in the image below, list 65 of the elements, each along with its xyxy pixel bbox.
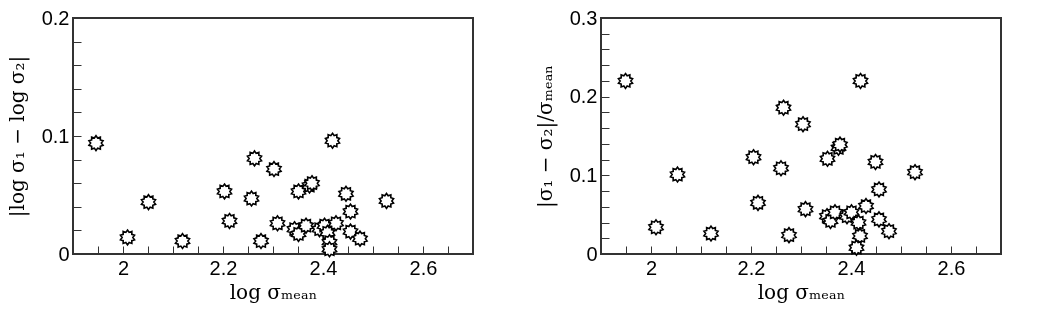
point (221, 212, 238, 230)
point (338, 185, 354, 203)
point (119, 229, 136, 246)
point (852, 227, 868, 245)
x-tick-label: 2.6 (409, 256, 438, 279)
x-tick-label: 2.6 (937, 256, 966, 279)
x-axis-title: log σₘₑₐₙ (229, 279, 318, 304)
point (328, 215, 344, 232)
x-tick-label: 2.2 (737, 256, 766, 279)
y-tick-label: 0.2 (569, 85, 598, 108)
y-axis-title: |log σ₁ − log σ₂| (4, 55, 30, 218)
point (832, 136, 848, 153)
point (881, 222, 897, 240)
x-axis-title: log σₘₑₐₙ (757, 279, 846, 304)
point (378, 192, 395, 210)
point (298, 217, 314, 234)
point (773, 160, 789, 177)
y-tick-label: 0 (586, 242, 598, 265)
point (617, 72, 634, 90)
point (745, 149, 762, 166)
point (174, 232, 191, 250)
point (321, 241, 338, 258)
point (352, 230, 368, 247)
point (703, 225, 719, 242)
point (269, 215, 286, 232)
point (342, 223, 359, 240)
point (827, 204, 843, 221)
point (852, 72, 869, 90)
point (648, 219, 664, 236)
point (750, 194, 766, 212)
y-tick-label: 0.1 (569, 163, 598, 186)
point (775, 99, 792, 116)
point (342, 203, 359, 220)
point (795, 115, 811, 133)
point (253, 232, 269, 250)
x-tick-label: 2.4 (309, 256, 338, 279)
point (781, 226, 797, 244)
point (858, 197, 874, 215)
point (669, 166, 686, 183)
y-axis-title: |σ₁ − σ₂|/σₘₑₐₙ (532, 64, 558, 209)
y-tick-label: 0.3 (569, 6, 598, 29)
point (88, 134, 104, 152)
x-tick-label: 2 (117, 256, 130, 279)
point (243, 190, 260, 207)
x-tick-label: 2.2 (209, 256, 238, 279)
point (850, 214, 867, 231)
point (907, 163, 923, 181)
point (871, 211, 887, 228)
point (290, 183, 307, 200)
y-tick-label: 0.1 (41, 124, 70, 147)
point (266, 160, 282, 178)
point (867, 153, 884, 171)
point (140, 193, 157, 211)
y-tick-label: 0 (58, 242, 70, 265)
point (871, 181, 887, 198)
point (216, 183, 233, 200)
x-tick-label: 2.4 (837, 256, 866, 279)
point (819, 150, 836, 168)
point (848, 239, 865, 256)
y-tick-label: 0.2 (41, 6, 70, 29)
x-tick-label: 2 (645, 256, 658, 279)
point (324, 132, 341, 149)
point (843, 204, 860, 221)
point (246, 150, 263, 167)
point (797, 200, 814, 218)
